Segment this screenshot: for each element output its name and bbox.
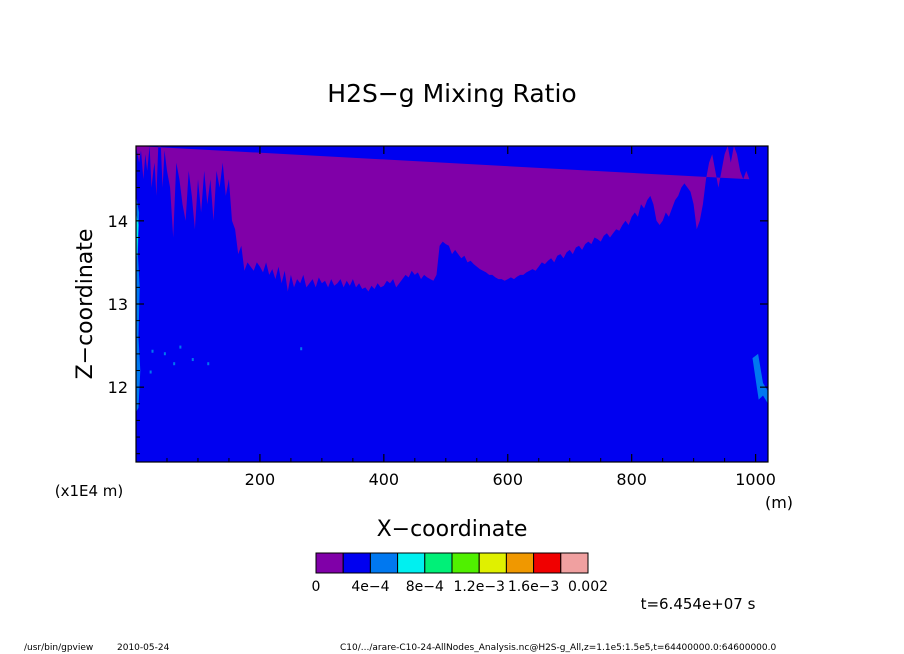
speckle: [207, 362, 210, 366]
legend-swatch: [560, 552, 589, 574]
y-tick-label: 14: [108, 212, 128, 231]
legend-swatch: [342, 552, 371, 574]
legend-swatch: [315, 552, 344, 574]
y-unit-label: (x1E4 m): [55, 482, 124, 500]
x-tick-label: 200: [245, 470, 276, 489]
y-tick-label: 12: [108, 378, 128, 397]
y-tick-label: 13: [108, 295, 128, 314]
speckle: [151, 349, 154, 353]
time-label: t=6.454e+07 s: [641, 595, 756, 613]
legend-label: 4e−4: [351, 579, 389, 595]
x-unit-label: (m): [765, 493, 793, 512]
speckle: [173, 362, 176, 366]
legend-swatch: [478, 552, 507, 574]
speckle: [163, 352, 166, 356]
speckle: [179, 345, 182, 349]
legend-swatch: [397, 552, 426, 574]
legend-label: 0: [312, 579, 321, 595]
legend-label: 1.6e−3: [508, 579, 560, 595]
legend-swatch: [369, 552, 399, 574]
speckle: [300, 347, 303, 351]
legend-swatch: [451, 552, 480, 574]
legend: 0 4e−4 8e−4 1.2e−3 1.6e−3 0.002: [312, 552, 608, 595]
x-tick-label: 400: [369, 470, 400, 489]
legend-swatch: [424, 552, 453, 574]
stamp-source: C10/.../arare-C10-24-AllNodes_Analysis.n…: [340, 643, 776, 653]
x-axis-label: X−coordinate: [377, 517, 528, 542]
plot-area: [135, 145, 769, 463]
x-tick-label: 600: [492, 470, 523, 489]
legend-swatch: [533, 552, 562, 574]
field-lightblue-right-edge: [752, 353, 768, 404]
y-axis-label: Z−coordinate: [73, 229, 98, 380]
chart-title: H2S−g Mixing Ratio: [327, 79, 576, 108]
stamp-program: /usr/bin/gpview: [24, 643, 93, 653]
legend-swatch: [505, 552, 535, 574]
legend-label: 0.002: [568, 579, 608, 595]
field-purple-region: [136, 146, 750, 292]
x-tick-label: 800: [616, 470, 647, 489]
field-speckles: [149, 345, 303, 374]
x-tick-label: 1000: [735, 470, 776, 489]
speckle: [149, 370, 152, 374]
speckle: [191, 358, 194, 362]
stamp-date: 2010-05-24: [117, 643, 170, 653]
field-cyan-left-edge: [136, 212, 139, 259]
y-axis: 12 13 14: [108, 153, 768, 455]
legend-label: 8e−4: [406, 579, 444, 595]
legend-label: 1.2e−3: [453, 579, 505, 595]
x-axis: 200 400 600 800 1000: [166, 146, 776, 489]
